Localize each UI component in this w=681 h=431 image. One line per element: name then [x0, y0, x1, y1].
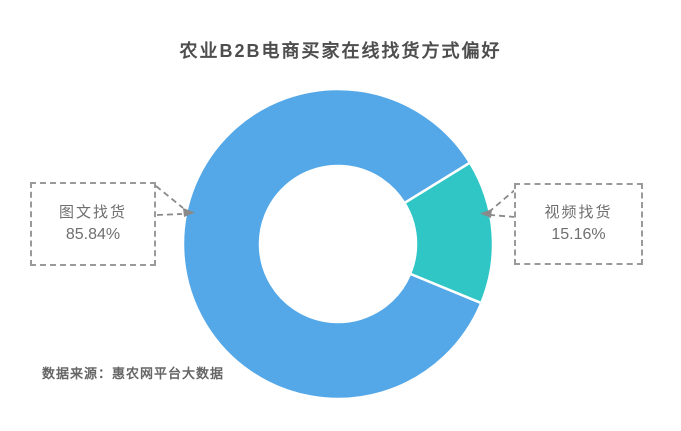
right-leader-arrow-icon — [480, 209, 492, 218]
donut-slice-视频找货[interactable] — [403, 161, 495, 305]
callout-value: 85.84% — [65, 226, 121, 244]
donut-slice-图文找货[interactable] — [181, 87, 483, 401]
chart-title: 农业B2B电商买家在线找货方式偏好 — [179, 41, 502, 61]
callout-box-image-text: 图文找货 85.84% — [30, 182, 156, 266]
left-leader-arrow-icon — [183, 208, 195, 217]
callout-label: 图文找货 — [58, 204, 127, 222]
right-leader-line — [489, 188, 517, 218]
callout-label: 视频找货 — [544, 204, 613, 222]
data-source-note: 数据来源：惠农网平台大数据 — [42, 366, 225, 381]
donut-slices — [181, 87, 495, 401]
left-leader-line — [155, 185, 184, 216]
callout-value: 15.16% — [551, 226, 606, 244]
callout-box-video: 视频找货 15.16% — [514, 183, 643, 265]
